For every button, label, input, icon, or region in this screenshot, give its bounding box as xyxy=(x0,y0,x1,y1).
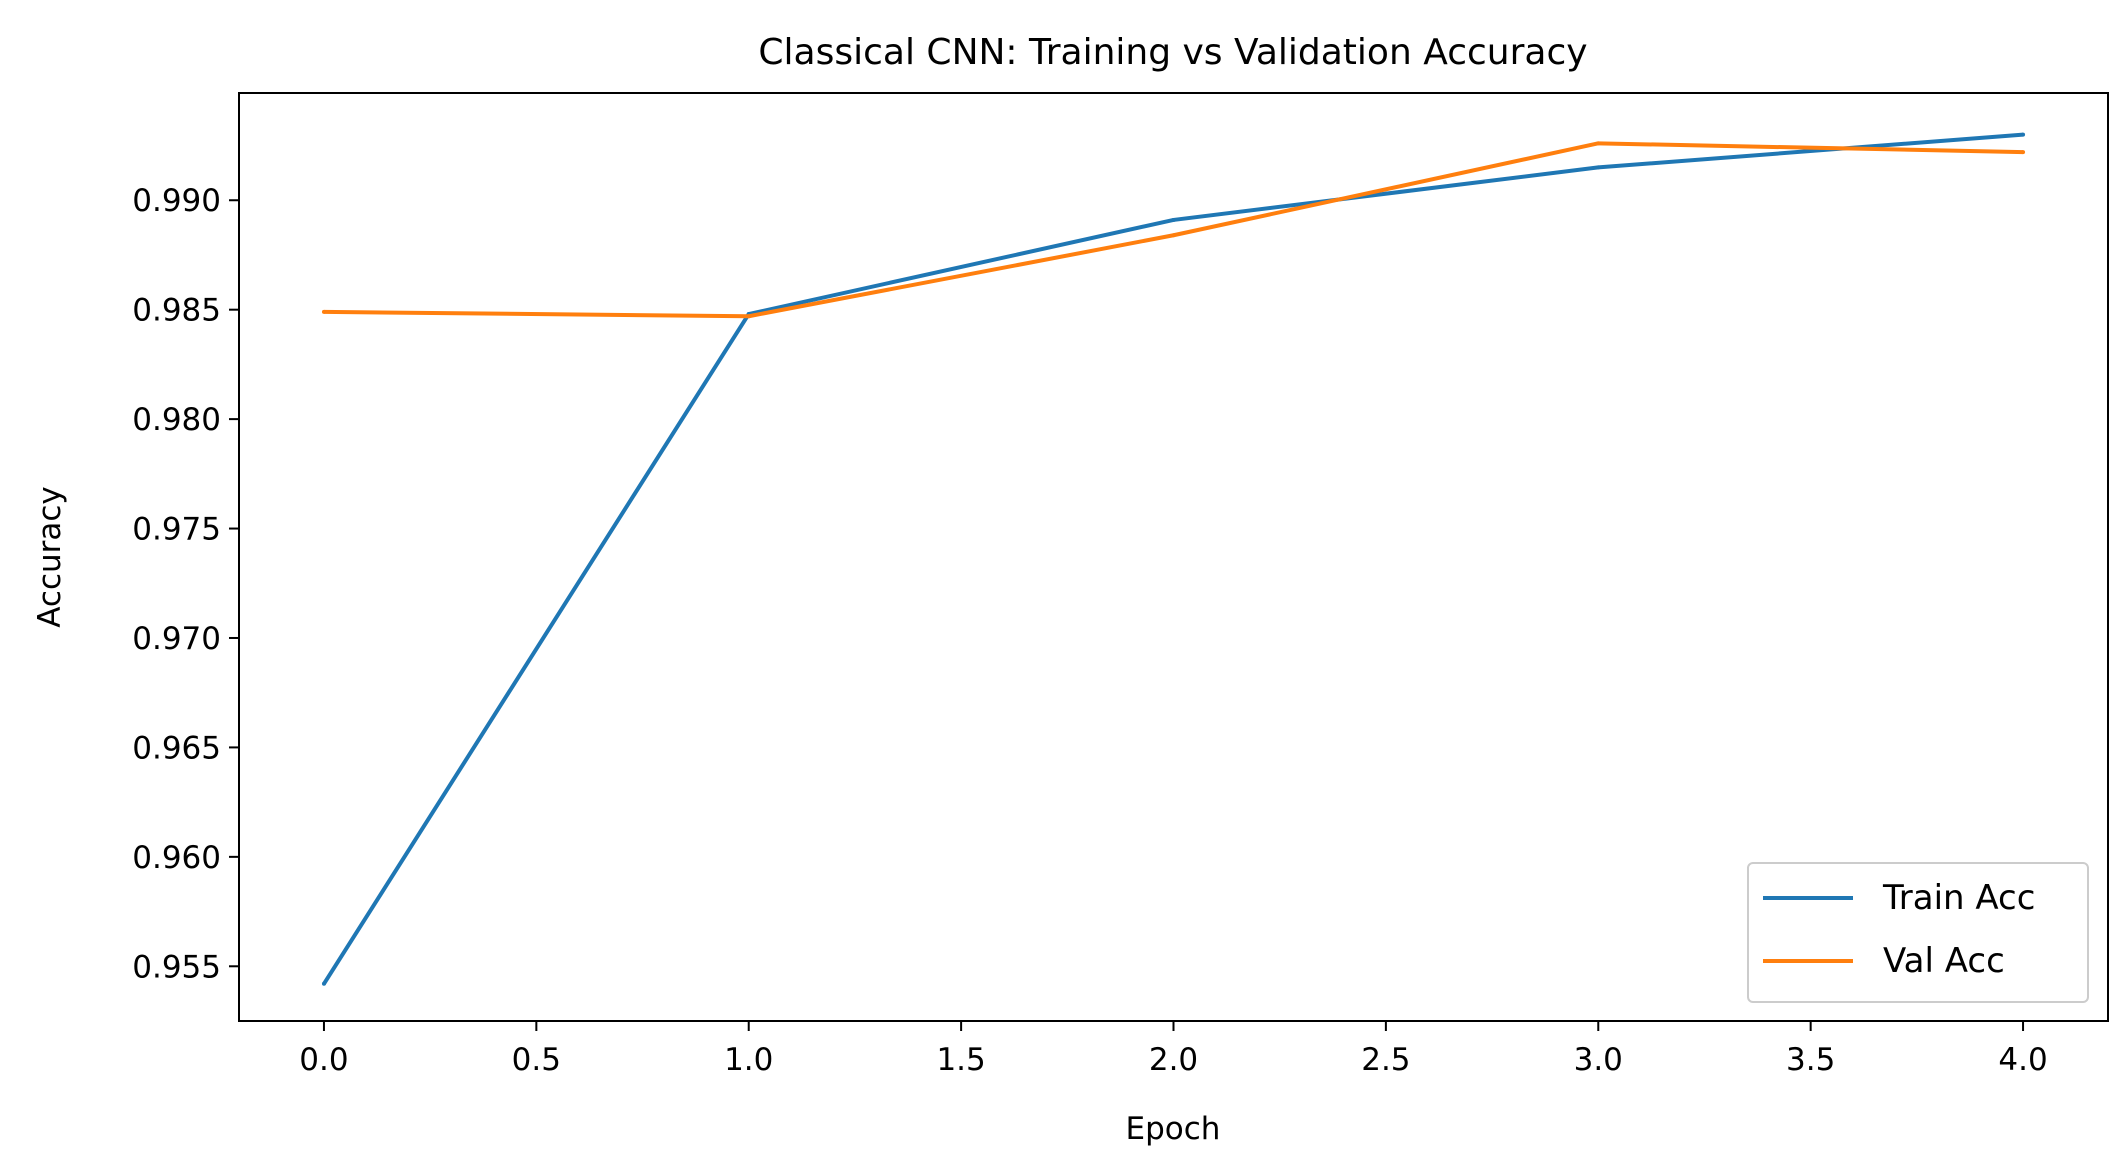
legend-label: Train Acc xyxy=(1882,878,2035,918)
x-tick-label: 3.5 xyxy=(1786,1042,1835,1078)
x-tick-label: 2.0 xyxy=(1149,1042,1198,1078)
plot-area-frame xyxy=(238,92,2109,1022)
x-tick-label: 1.5 xyxy=(936,1042,985,1078)
x-tick-label: 1.0 xyxy=(724,1042,773,1078)
x-tick-label: 3.0 xyxy=(1574,1042,1623,1078)
x-tick-label: 0.5 xyxy=(512,1042,561,1078)
x-tick-label: 2.5 xyxy=(1361,1042,1410,1078)
data-point xyxy=(2021,132,2026,137)
x-axis-label: Epoch xyxy=(1126,1111,1221,1147)
y-tick-label: 0.975 xyxy=(132,512,221,548)
y-tick-label: 0.955 xyxy=(132,949,221,985)
series-lines xyxy=(321,132,2026,986)
x-tick-label: 4.0 xyxy=(1998,1042,2047,1078)
legend-label: Val Acc xyxy=(1883,941,2005,981)
data-point xyxy=(1596,165,1601,170)
chart-title: Classical CNN: Training vs Validation Ac… xyxy=(758,32,1587,73)
data-point xyxy=(2021,150,2026,155)
x-tick-label: 0.0 xyxy=(299,1042,348,1078)
y-axis-ticks: 0.955 0.960 0.965 0.970 0.975 0.980 0.985 0.990 xyxy=(132,183,239,985)
legend: Train Acc Val Acc xyxy=(1747,862,2089,1003)
data-point xyxy=(746,314,751,319)
x-axis-ticks: 0.0 0.5 1.0 1.5 2.0 2.5 3.0 3.5 4.0 xyxy=(299,1021,2048,1078)
data-point xyxy=(321,309,326,314)
data-point xyxy=(1596,141,1601,146)
data-point xyxy=(321,981,326,986)
y-tick-label: 0.970 xyxy=(132,621,221,657)
y-axis-label: Accuracy xyxy=(32,486,68,628)
y-tick-label: 0.985 xyxy=(132,293,221,329)
y-tick-label: 0.965 xyxy=(132,730,221,766)
y-tick-label: 0.990 xyxy=(132,183,221,219)
y-tick-label: 0.980 xyxy=(132,402,221,438)
data-point xyxy=(1171,233,1176,238)
y-tick-label: 0.960 xyxy=(132,840,221,876)
data-point xyxy=(1171,217,1176,222)
